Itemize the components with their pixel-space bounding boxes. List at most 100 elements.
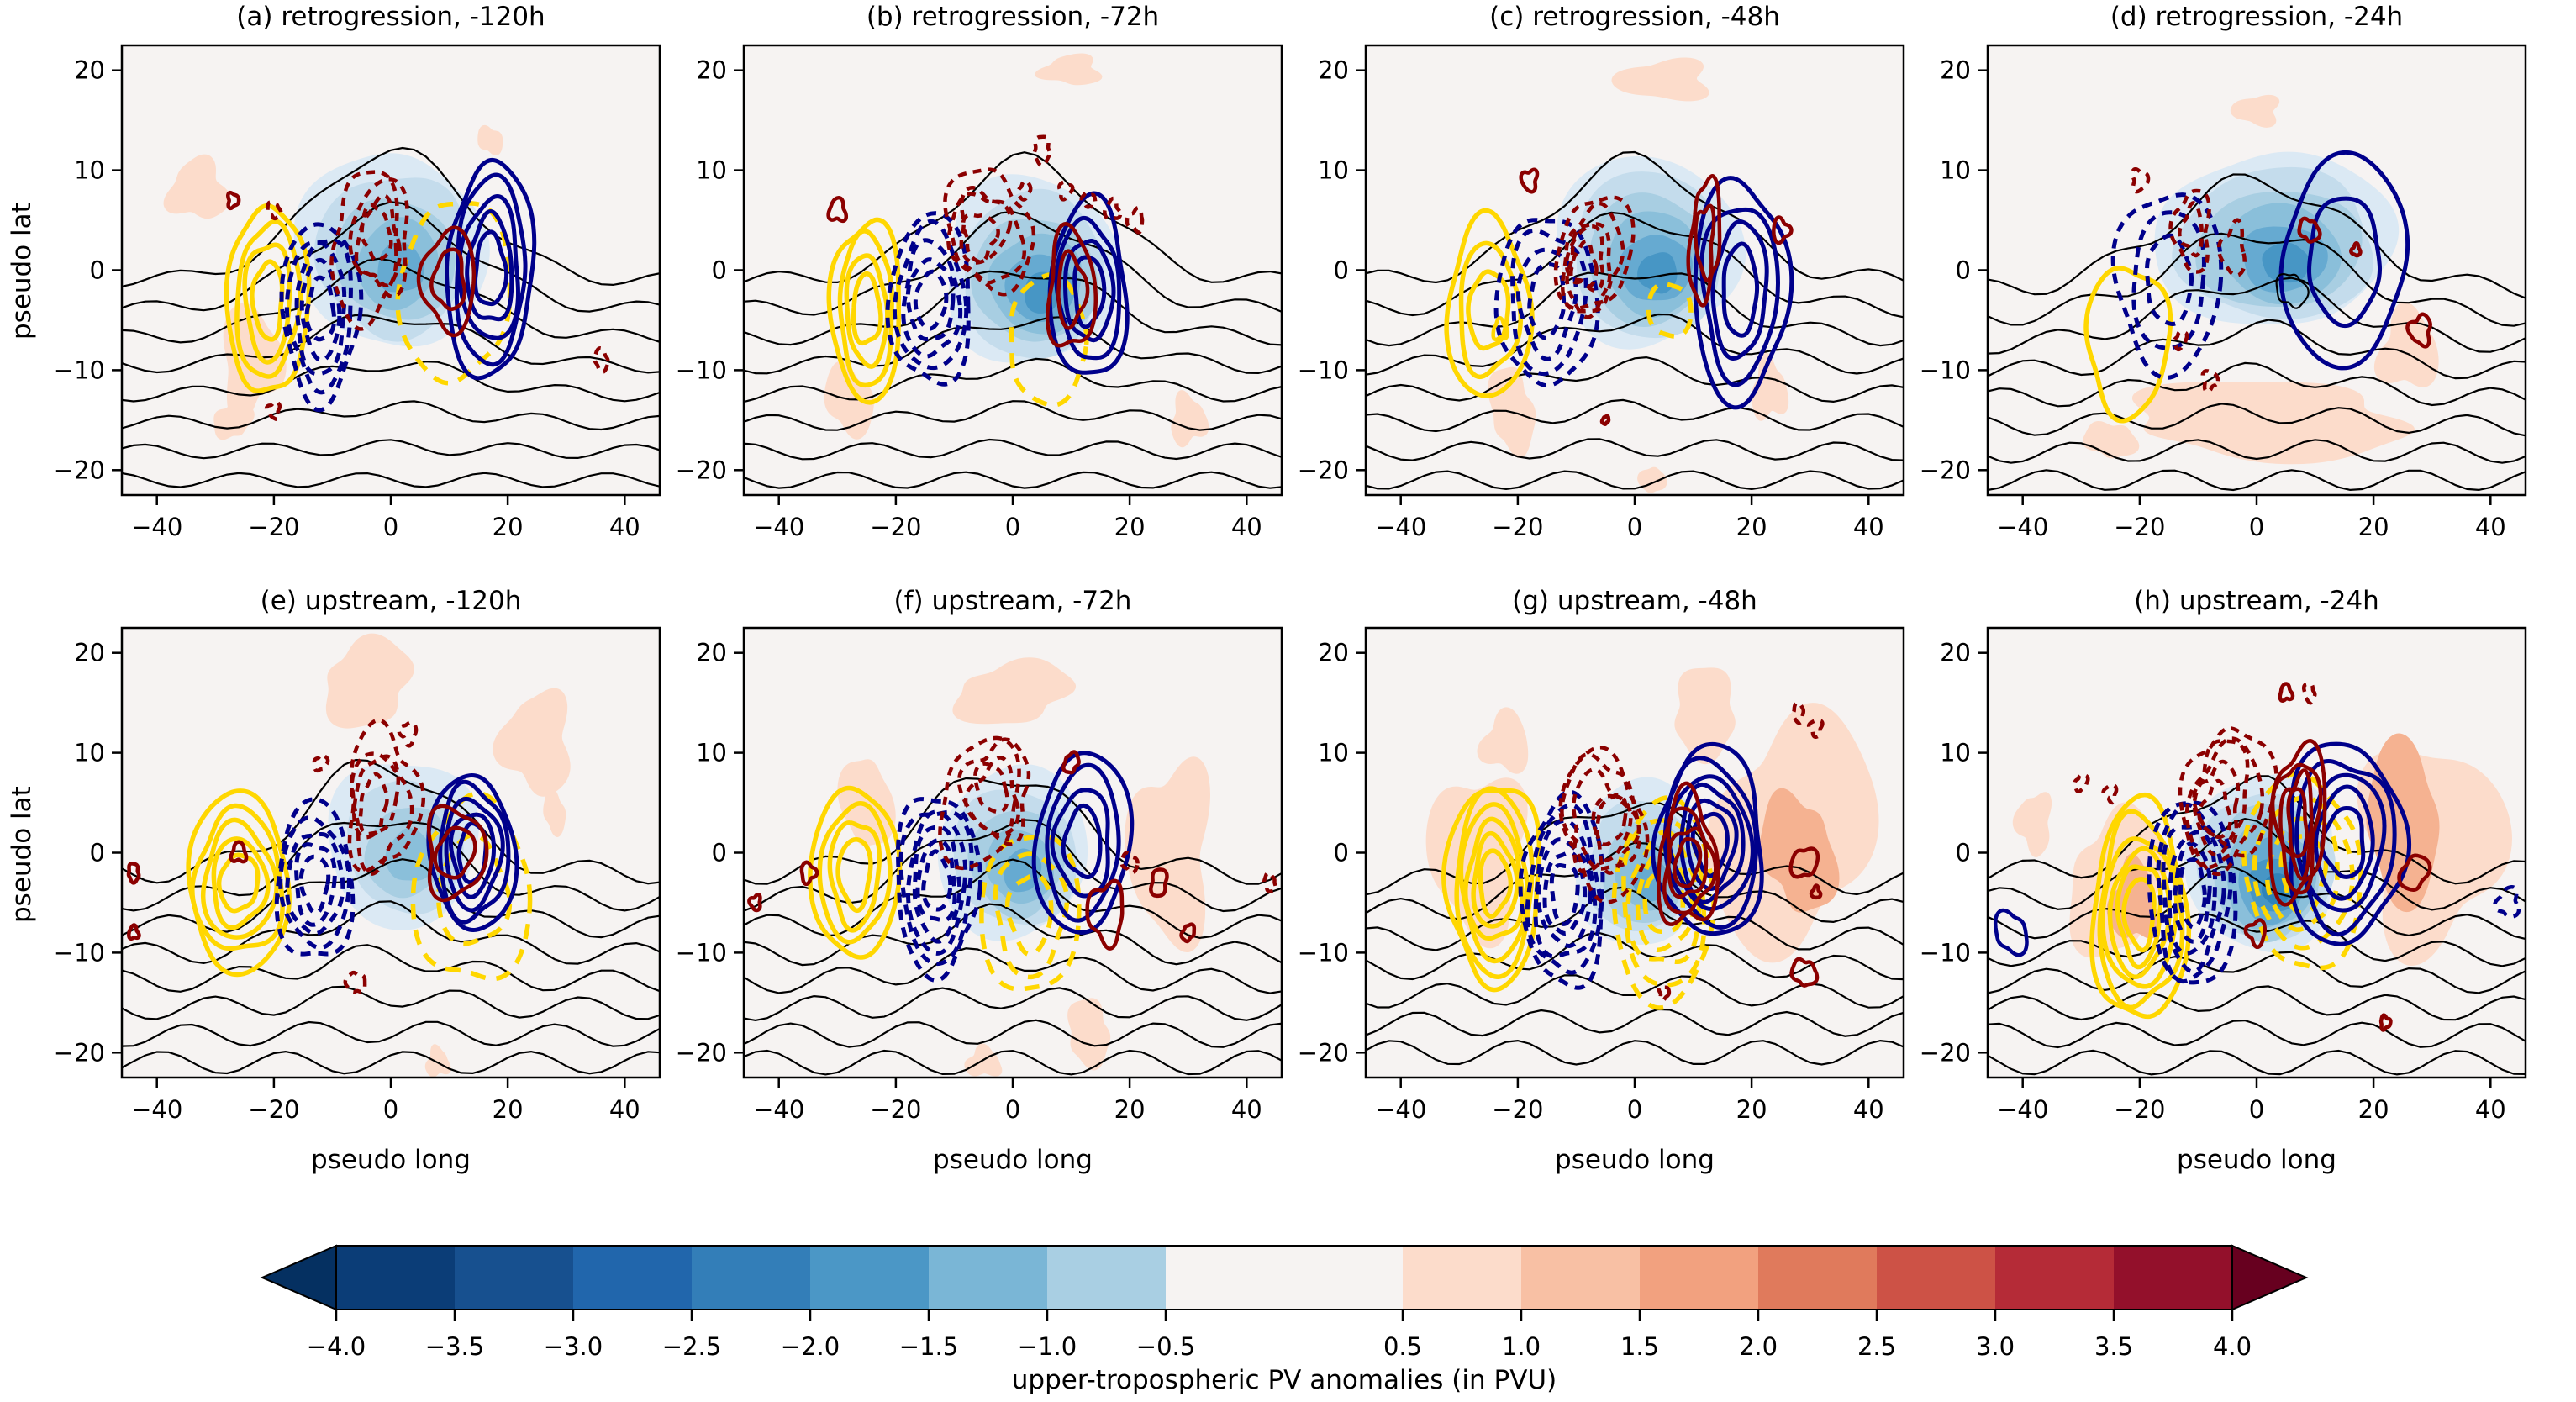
colorbar-tick-label: 1.0 <box>1502 1332 1541 1361</box>
navy-dashed-contour <box>1493 218 1600 388</box>
background-pv-contour <box>744 903 1282 967</box>
background-pv-contour <box>744 438 1282 461</box>
red-small-contour <box>2200 369 2220 394</box>
yellow-solid-contour <box>1478 848 1514 919</box>
colorbar-outline <box>335 1245 2233 1310</box>
panel-f-plot: −40 −20 0 20 40 −20 −10 0 10 20 pseudo long <box>676 626 1283 1175</box>
colorbar-tick-label: −1.5 <box>899 1332 958 1361</box>
yellow-solid-contour <box>817 801 893 945</box>
red-solid-contour <box>1694 203 1716 283</box>
navy-dashed-contour <box>278 815 351 951</box>
background-pv-contour <box>1366 1008 1904 1037</box>
background-pv-contour <box>1988 173 2526 299</box>
x-tick-label: −40 <box>1375 1095 1426 1124</box>
navy-solid-contour <box>465 208 514 322</box>
navy-dashed-contour <box>2167 830 2217 956</box>
red-dashed-contour <box>2168 188 2211 274</box>
plot-layers <box>1366 667 1904 1066</box>
x-tick-label: −20 <box>2114 1095 2165 1124</box>
panel-d-plot: −40 −20 0 20 40 −20 −10 0 10 20 <box>1920 44 2527 541</box>
red-solid-contour <box>1672 836 1703 888</box>
x-tick-label: −20 <box>1492 1095 1543 1124</box>
red-small-contour <box>2301 682 2317 705</box>
yellow-small-contour <box>1491 315 1510 342</box>
background-pv-contour <box>1366 356 1904 403</box>
red-small-contour <box>1179 922 1197 944</box>
colorbar-segment <box>1047 1246 1167 1310</box>
red-small-contour <box>1788 846 1820 879</box>
x-tick-label: −40 <box>1997 1095 2048 1124</box>
red-solid-contour <box>1667 826 1709 899</box>
y-tick-label: 0 <box>1334 839 1349 867</box>
x-tick-label: 0 <box>1627 1095 1642 1124</box>
negative-pv-fill <box>377 242 424 293</box>
y-tick-label: 20 <box>74 639 105 667</box>
colorbar-segment <box>692 1246 811 1310</box>
red-small-contour <box>593 346 610 374</box>
navy-solid-contour <box>1047 191 1130 375</box>
x-axis-label: pseudo long <box>311 1145 471 1175</box>
background-pv-contour <box>744 1019 1282 1048</box>
background-pv-contour <box>122 257 660 344</box>
yellow-solid-contour <box>250 259 285 342</box>
red-dashed-contour <box>1565 222 1612 319</box>
positive-pv-fill <box>493 688 571 797</box>
panel-f-title: (f) upstream, -72h <box>893 586 1132 616</box>
plot-layers <box>1988 94 2526 492</box>
navy-dashed-contour <box>298 854 331 915</box>
y-tick-label: 10 <box>696 156 727 185</box>
navy-dashed-contour <box>906 809 968 956</box>
positive-pv-fill <box>1477 707 1529 774</box>
colorbar-svg: −4.0 −3.5 −3.0 −2.5 −2.0 −1.5 −1.0 −0.5 0.5 1.0 1.… <box>260 1244 2309 1361</box>
positive-pv-fill <box>2012 792 2052 858</box>
colorbar-arrow-left <box>260 1244 337 1311</box>
panel-e-title: (e) upstream, -120h <box>260 586 522 616</box>
red-dashed-contour <box>2216 218 2247 277</box>
background-pv-contour <box>122 900 660 965</box>
x-tick-label: −40 <box>1375 513 1426 541</box>
background-pv-contour <box>122 146 660 287</box>
navy-dashed-contour <box>1518 789 1605 990</box>
x-tick-label: 40 <box>1853 513 1884 541</box>
x-tick-label: 20 <box>2358 513 2389 541</box>
red-small-contour <box>826 195 849 224</box>
navy-solid-contour <box>2313 784 2375 901</box>
red-small-contour <box>1061 750 1081 775</box>
y-tick-label: −10 <box>1298 356 1349 384</box>
navy-dashed-contour <box>1525 803 1603 975</box>
plot-layers <box>744 657 1282 1077</box>
y-tick-label: 0 <box>90 839 105 867</box>
red-dashed-contour <box>1564 224 1605 293</box>
red-dashed-contour <box>963 756 1021 837</box>
red-dashed-contour <box>2178 726 2278 870</box>
x-tick-label: −40 <box>131 1095 182 1124</box>
positive-pv-fill <box>1171 390 1209 448</box>
background-pv-contour <box>122 1050 660 1075</box>
navy-solid-contour <box>2278 150 2410 371</box>
red-small-contour <box>747 893 762 913</box>
x-tick-label: −20 <box>870 513 921 541</box>
positive-pv-fill <box>952 657 1077 725</box>
yellow-solid-contour <box>2083 266 2173 424</box>
red-dashed-contour <box>1569 239 1599 288</box>
x-tick-label: 20 <box>2358 1095 2389 1124</box>
red-dashed-contour <box>2178 201 2204 258</box>
yellow-dashed-contour <box>1004 872 1054 957</box>
navy-dashed-contour <box>2110 192 2224 380</box>
yellow-solid-contour <box>851 271 883 346</box>
yellow-solid-contour <box>1471 830 1520 929</box>
navy-solid-contour <box>1721 241 1760 338</box>
y-tick-label: 20 <box>1318 639 1349 667</box>
navy-dashed-contour <box>898 809 974 967</box>
red-dashed-contour <box>973 762 1009 814</box>
navy-solid-contour <box>1031 751 1135 935</box>
x-tick-label: −40 <box>131 513 182 541</box>
red-solid-contour <box>1657 781 1720 926</box>
background-pv-contour <box>1366 211 1904 319</box>
positive-pv-fill <box>1674 667 1736 765</box>
plot-layers <box>122 124 660 488</box>
x-tick-label: −40 <box>753 513 804 541</box>
red-dashed-contour <box>360 203 393 263</box>
y-tick-label: 0 <box>1334 256 1349 285</box>
red-small-contour <box>127 923 141 941</box>
